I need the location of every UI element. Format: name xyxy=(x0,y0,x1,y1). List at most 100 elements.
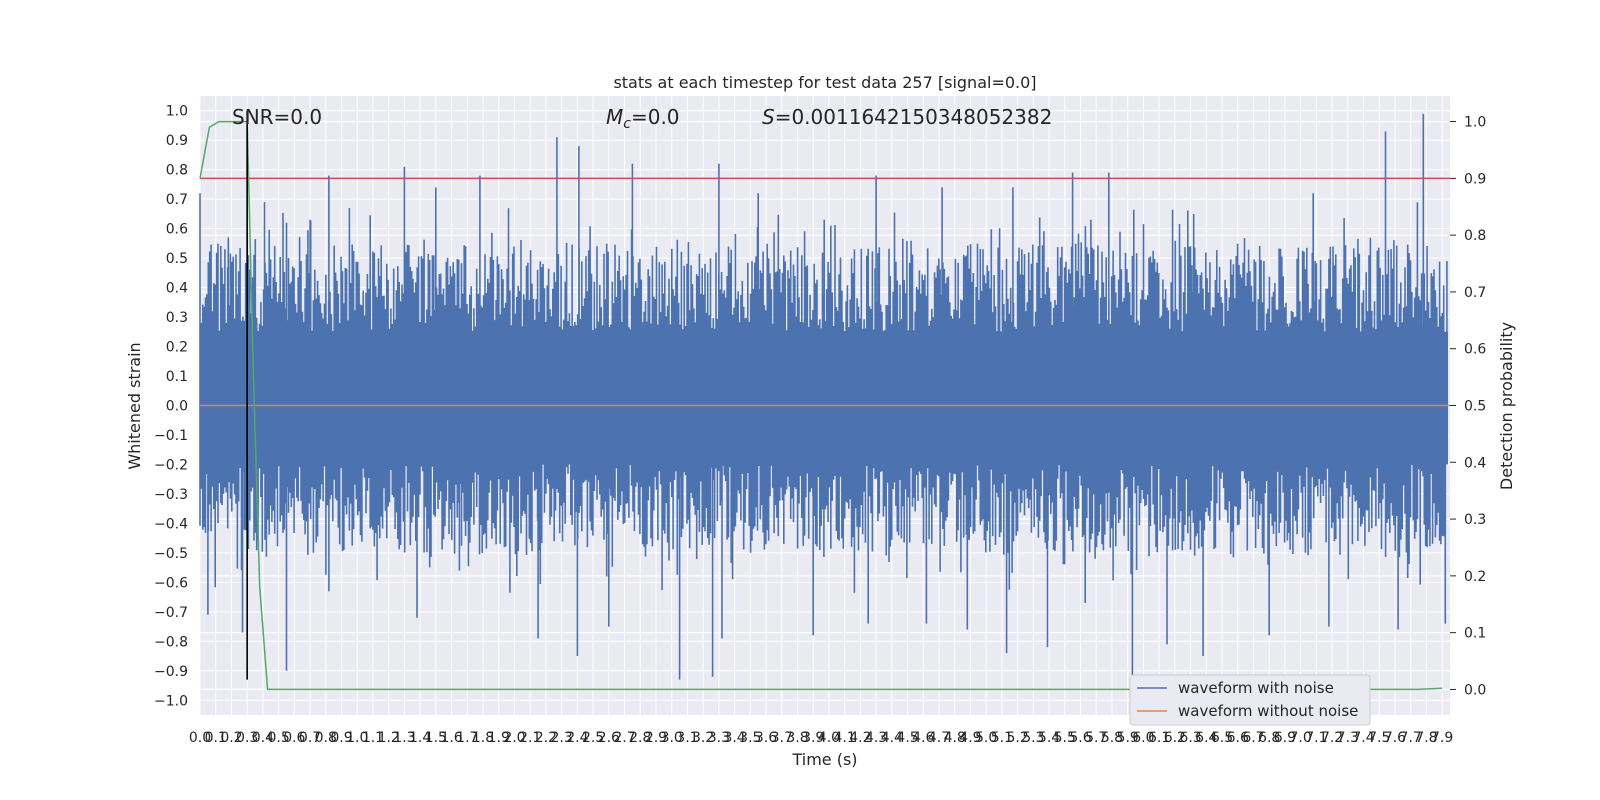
y-tick-label: 0.3 xyxy=(166,310,188,326)
mc-symbol: M xyxy=(606,105,623,129)
x-axis-label: Time (s) xyxy=(791,750,857,769)
y-tick-label: −0.8 xyxy=(154,634,188,650)
x-tick-label: 1.4 xyxy=(409,730,431,746)
x-tick-label: 7.9 xyxy=(1431,730,1453,746)
y-tick-label: 0.8 xyxy=(166,163,188,179)
x-tick-label: 6.4 xyxy=(1195,730,1217,746)
x-tick-label: 1.6 xyxy=(440,730,462,746)
x-tick-label: 7.3 xyxy=(1337,730,1359,746)
y2-tick-label: 0.1 xyxy=(1464,626,1486,642)
x-tick-label: 0.4 xyxy=(252,730,274,746)
x-tick-label: 4.5 xyxy=(896,730,918,746)
x-tick-label: 1.0 xyxy=(346,730,368,746)
x-tick-label: 5.9 xyxy=(1117,730,1139,746)
x-tick-label: 6.8 xyxy=(1258,730,1280,746)
x-tick-label: 4.6 xyxy=(912,730,934,746)
x-tick-label: 3.5 xyxy=(739,730,761,746)
x-tick-label: 3.3 xyxy=(708,730,730,746)
legend-label-clean: waveform without noise xyxy=(1178,702,1358,720)
y2-tick-label: 0.8 xyxy=(1464,228,1486,244)
x-tick-label: 4.1 xyxy=(834,730,856,746)
x-tick-label: 2.9 xyxy=(645,730,667,746)
x-tick-label: 0.2 xyxy=(220,730,242,746)
x-tick-label: 5.8 xyxy=(1101,730,1123,746)
x-tick-label: 1.5 xyxy=(425,730,447,746)
x-tick-label: 4.8 xyxy=(944,730,966,746)
x-tick-label: 7.7 xyxy=(1400,730,1422,746)
s-annotation: S=0.0011642150348052382 xyxy=(762,105,1052,129)
x-tick-label: 2.4 xyxy=(566,730,588,746)
x-tick-label: 7.6 xyxy=(1384,730,1406,746)
y-tick-label: −1.0 xyxy=(154,693,188,709)
x-tick-label: 3.7 xyxy=(771,730,793,746)
y-tick-label: 0.6 xyxy=(166,222,188,238)
y2-tick-label: 1.0 xyxy=(1464,115,1486,131)
y2-tick-label: 0.3 xyxy=(1464,512,1486,528)
x-tick-label: 2.3 xyxy=(551,730,573,746)
x-tick-label: 4.7 xyxy=(928,730,950,746)
y2-tick-label: 0.6 xyxy=(1464,342,1486,358)
x-tick-label: 3.0 xyxy=(661,730,683,746)
mc-annotation: Mc=0.0 xyxy=(606,105,680,132)
x-tick-label: 3.9 xyxy=(802,730,824,746)
x-tick-label: 4.9 xyxy=(959,730,981,746)
y2-tick-label: 0.9 xyxy=(1464,171,1486,187)
x-tick-label: 2.1 xyxy=(519,730,541,746)
y-tick-label: 1.0 xyxy=(166,104,188,120)
x-tick-label: 6.9 xyxy=(1274,730,1296,746)
y-tick-label: 0.0 xyxy=(166,399,188,415)
y-tick-label: 0.4 xyxy=(166,281,188,297)
mc-value: =0.0 xyxy=(631,105,680,129)
snr-annotation: SNR=0.0 xyxy=(232,105,322,129)
x-tick-label: 0.7 xyxy=(299,730,321,746)
x-tick-label: 5.7 xyxy=(1085,730,1107,746)
x-tick-label: 2.0 xyxy=(503,730,525,746)
x-tick-label: 5.5 xyxy=(1054,730,1076,746)
x-tick-label: 4.3 xyxy=(865,730,887,746)
x-tick-label: 1.3 xyxy=(393,730,415,746)
x-tick-label: 4.2 xyxy=(849,730,871,746)
x-tick-label: 1.7 xyxy=(456,730,478,746)
x-tick-label: 0.3 xyxy=(236,730,258,746)
y-tick-label: 0.7 xyxy=(166,192,188,208)
x-tick-label: 3.6 xyxy=(755,730,777,746)
x-tick-label: 1.2 xyxy=(378,730,400,746)
y2-tick-label: 0.0 xyxy=(1464,682,1486,698)
y-tick-label: −0.7 xyxy=(154,605,188,621)
x-tick-label: 3.4 xyxy=(723,730,745,746)
legend-box xyxy=(1129,674,1371,726)
x-tick-label: 2.2 xyxy=(535,730,557,746)
y-tick-label: 0.1 xyxy=(166,369,188,385)
x-tick-label: 6.2 xyxy=(1164,730,1186,746)
x-tick-label: 2.8 xyxy=(629,730,651,746)
x-tick-labels: 0.00.10.20.30.40.50.60.70.80.91.01.11.21… xyxy=(189,730,1453,746)
x-tick-label: 5.4 xyxy=(1038,730,1060,746)
x-tick-label: 5.3 xyxy=(1022,730,1044,746)
y-tick-label: −0.5 xyxy=(154,546,188,562)
x-tick-label: 4.4 xyxy=(881,730,903,746)
x-tick-label: 7.2 xyxy=(1321,730,1343,746)
x-tick-label: 2.5 xyxy=(582,730,604,746)
y2-tick-label: 0.2 xyxy=(1464,569,1486,585)
x-tick-label: 5.2 xyxy=(1006,730,1028,746)
x-tick-label: 5.6 xyxy=(1069,730,1091,746)
x-tick-label: 6.1 xyxy=(1148,730,1170,746)
y-tick-label: −0.3 xyxy=(154,487,188,503)
x-tick-label: 3.8 xyxy=(786,730,808,746)
x-tick-label: 0.5 xyxy=(267,730,289,746)
y-tick-label: 0.5 xyxy=(166,251,188,267)
x-tick-label: 0.6 xyxy=(283,730,305,746)
y-tick-label: −0.4 xyxy=(154,516,188,532)
x-tick-label: 7.8 xyxy=(1415,730,1437,746)
x-tick-label: 3.2 xyxy=(692,730,714,746)
x-tick-label: 7.4 xyxy=(1352,730,1374,746)
y-tick-labels: 1.0 0.9 0.8 0.7 0.6 0.5 0.4 0.3 0.2 0.1 0.0 −0.1 −0.… xyxy=(154,104,188,710)
y2-axis-label: Detection probability xyxy=(1497,322,1516,490)
x-tick-label: 5.1 xyxy=(991,730,1013,746)
y-tick-label: 0.9 xyxy=(166,133,188,149)
y-axis-label: Whitened strain xyxy=(125,342,144,469)
x-tick-label: 2.7 xyxy=(613,730,635,746)
waveform-with-noise-series xyxy=(199,113,1448,680)
x-tick-label: 0.0 xyxy=(189,730,211,746)
